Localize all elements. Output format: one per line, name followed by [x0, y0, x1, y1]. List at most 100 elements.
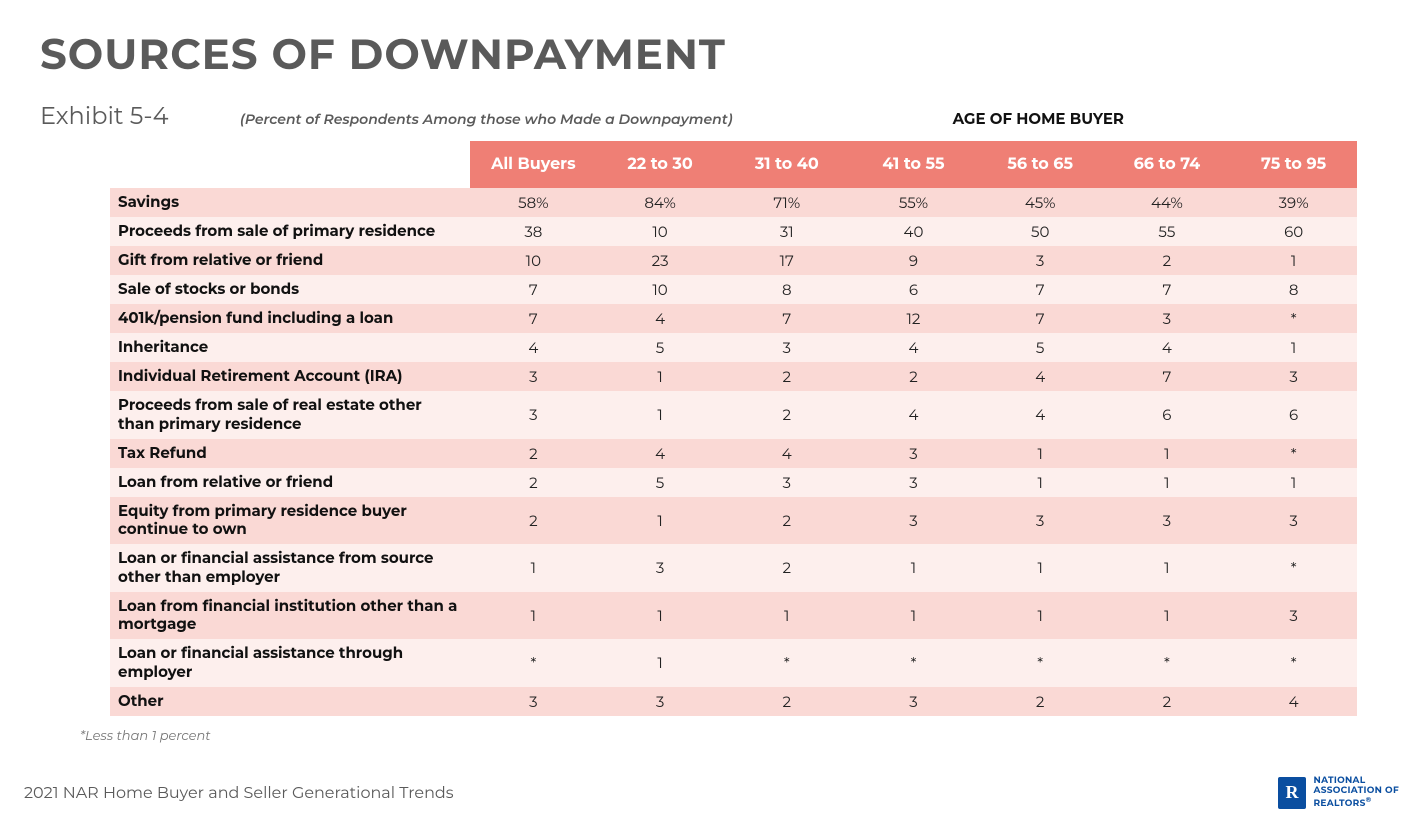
- table-cell: 60: [1230, 217, 1357, 246]
- table-cell: 40: [850, 217, 977, 246]
- table-cell: 10: [597, 275, 724, 304]
- table-cell: *: [850, 639, 977, 687]
- table-cell: 1: [723, 592, 850, 640]
- row-label: Loan or financial assistance from source…: [110, 544, 470, 592]
- table-row: Other3323224: [110, 687, 1357, 716]
- table-cell: 4: [977, 391, 1104, 439]
- table-row: Sale of stocks or bonds71086778: [110, 275, 1357, 304]
- table-cell: 1: [1104, 544, 1231, 592]
- table-cell: 4: [470, 333, 597, 362]
- table-cell: 3: [850, 439, 977, 468]
- table-cell: 17: [723, 246, 850, 275]
- table-cell: 4: [597, 439, 724, 468]
- table-cell: *: [1104, 639, 1231, 687]
- row-label: Inheritance: [110, 333, 470, 362]
- nar-logo: NATIONAL ASSOCIATION OF REALTORS®: [1278, 776, 1400, 809]
- row-label: Sale of stocks or bonds: [110, 275, 470, 304]
- table-cell: 1: [1104, 439, 1231, 468]
- table-cell: 1: [850, 544, 977, 592]
- table-cell: 1: [1104, 468, 1231, 497]
- table-cell: 1: [1230, 246, 1357, 275]
- table-cell: 1: [597, 639, 724, 687]
- table-row: Inheritance4534541: [110, 333, 1357, 362]
- downpayment-table: All Buyers 22 to 30 31 to 40 41 to 55 56…: [110, 141, 1357, 716]
- table-cell: 2: [723, 544, 850, 592]
- table-cell: 7: [1104, 362, 1231, 391]
- table-row: Loan from financial institution other th…: [110, 592, 1357, 640]
- table-cell: 2: [1104, 687, 1231, 716]
- table-cell: 1: [1104, 592, 1231, 640]
- table-cell: 4: [597, 304, 724, 333]
- logo-line2: ASSOCIATION OF: [1314, 785, 1400, 796]
- table-cell: 2: [470, 497, 597, 545]
- table-cell: 3: [1230, 362, 1357, 391]
- row-label: Gift from relative or friend: [110, 246, 470, 275]
- nar-logo-mark-icon: [1278, 777, 1306, 809]
- table-cell: 31: [723, 217, 850, 246]
- table-head: All Buyers 22 to 30 31 to 40 41 to 55 56…: [110, 141, 1357, 188]
- table-cell: 1: [470, 592, 597, 640]
- table-cell: 7: [723, 304, 850, 333]
- table-cell: 6: [1104, 391, 1231, 439]
- table-cell: 58%: [470, 188, 597, 217]
- table-cell: 38: [470, 217, 597, 246]
- table-cell: *: [1230, 639, 1357, 687]
- table-cell: 4: [723, 439, 850, 468]
- table-cell: 3: [470, 687, 597, 716]
- table-cell: 3: [977, 246, 1104, 275]
- subtitle: (Percent of Respondents Among those who …: [240, 110, 733, 128]
- table-cell: 3: [1104, 304, 1231, 333]
- table-cell: 3: [597, 687, 724, 716]
- table-cell: 5: [597, 333, 724, 362]
- table-cell: 7: [977, 304, 1104, 333]
- table-header: All Buyers: [470, 141, 597, 188]
- table-cell: 3: [470, 362, 597, 391]
- table-row: Savings58%84%71%55%45%44%39%: [110, 188, 1357, 217]
- footnote: *Less than 1 percent: [80, 728, 1387, 744]
- table-cell: 1: [977, 439, 1104, 468]
- table-cell: 2: [470, 439, 597, 468]
- table-cell: *: [1230, 544, 1357, 592]
- table-cell: 2: [977, 687, 1104, 716]
- table-cell: 44%: [1104, 188, 1231, 217]
- table-cell: 1: [597, 391, 724, 439]
- table-cell: 4: [1230, 687, 1357, 716]
- table-cell: 8: [1230, 275, 1357, 304]
- table-cell: 4: [850, 333, 977, 362]
- table-cell: 1: [597, 497, 724, 545]
- table-row: Loan from relative or friend2533111: [110, 468, 1357, 497]
- table-header: 66 to 74: [1104, 141, 1231, 188]
- table-cell: 3: [977, 497, 1104, 545]
- row-label: Other: [110, 687, 470, 716]
- table-cell: *: [977, 639, 1104, 687]
- table-cell: 3: [1104, 497, 1231, 545]
- table-cell: 3: [850, 468, 977, 497]
- table-body: Savings58%84%71%55%45%44%39%Proceeds fro…: [110, 188, 1357, 716]
- table-row: Proceeds from sale of real estate other …: [110, 391, 1357, 439]
- row-label: Loan or financial assistance through emp…: [110, 639, 470, 687]
- table-cell: *: [1230, 439, 1357, 468]
- table-header: 41 to 55: [850, 141, 977, 188]
- table-cell: 1: [597, 592, 724, 640]
- table-cell: 9: [850, 246, 977, 275]
- row-label: Proceeds from sale of primary residence: [110, 217, 470, 246]
- table-cell: *: [470, 639, 597, 687]
- table-row: Gift from relative or friend1023179321: [110, 246, 1357, 275]
- table-cell: 3: [723, 333, 850, 362]
- table-cell: 7: [1104, 275, 1231, 304]
- table-cell: 8: [723, 275, 850, 304]
- table-cell: *: [723, 639, 850, 687]
- table-row: Loan or financial assistance from source…: [110, 544, 1357, 592]
- table-row: Tax Refund244311*: [110, 439, 1357, 468]
- row-label: Savings: [110, 188, 470, 217]
- table-cell: 4: [1104, 333, 1231, 362]
- table-cell: 6: [1230, 391, 1357, 439]
- table-cell: 84%: [597, 188, 724, 217]
- table-cell: 1: [1230, 468, 1357, 497]
- row-label: Tax Refund: [110, 439, 470, 468]
- table-row: Loan or financial assistance through emp…: [110, 639, 1357, 687]
- table-row: Proceeds from sale of primary residence3…: [110, 217, 1357, 246]
- table-cell: 3: [850, 497, 977, 545]
- table-header-blank: [110, 141, 470, 188]
- column-group-label: AGE OF HOME BUYER: [953, 109, 1124, 128]
